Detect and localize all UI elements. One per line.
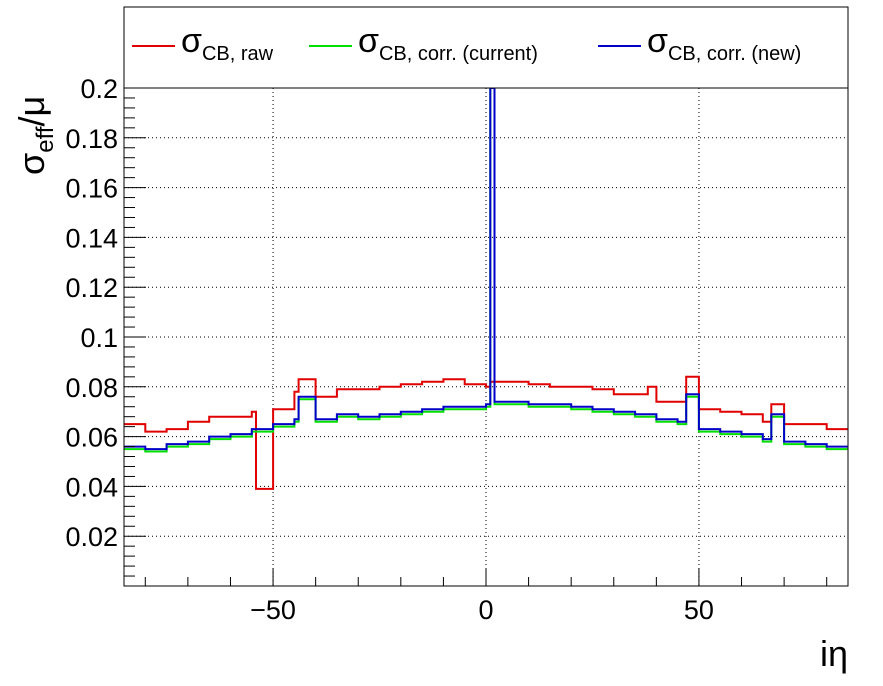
legend-label-sub-2: CB, corr. (new) [668,43,801,65]
y-tick-label-0: 0.02 [65,522,118,552]
x-tick-label-1: 0 [478,595,493,625]
y-tick-label-3: 0.08 [65,373,118,403]
legend-label-sub-0: CB, raw [202,43,274,65]
axes: −50 0 50 0.02 0.04 0.06 0.08 0.1 0.12 0.14 0.16 0.1… [65,74,849,625]
legend-label-main-2: σ [647,22,668,60]
legend-label-0: σCB, raw [181,22,274,65]
y-tick-label-1: 0.04 [65,472,118,502]
y-tick-label-4: 0.1 [80,323,118,353]
legend-label-2: σCB, corr. (new) [647,22,801,65]
legend-label-1: σCB, corr. (current) [358,22,538,65]
y-axis-title-rest: /μ [11,96,52,127]
legend-box [123,6,849,89]
y-tick-label-9: 0.2 [80,74,118,104]
series-line-0 [124,375,848,490]
legend-label-main-0: σ [181,22,202,60]
y-axis-title-sub: eff [32,126,59,153]
y-tick-label-2: 0.06 [65,423,118,453]
legend-label-main-1: σ [358,22,379,60]
axis-titles: iη σeff/μ [11,96,848,674]
y-tick-label-6: 0.14 [65,223,118,253]
legend-label-sub-1: CB, corr. (current) [379,43,538,65]
x-axis-title: iη [820,633,848,674]
y-tick-label-8: 0.18 [65,124,118,154]
y-axis-title: σeff/μ [11,96,59,175]
x-tick-label-0: −50 [250,595,296,625]
legend: σCB, raw σCB, corr. (current) σCB, corr. (… [123,6,849,89]
y-tick-label-5: 0.12 [65,273,118,303]
x-tick-label-2: 50 [684,595,714,625]
y-axis-title-main: σ [11,153,52,175]
y-tick-label-7: 0.16 [65,174,118,204]
